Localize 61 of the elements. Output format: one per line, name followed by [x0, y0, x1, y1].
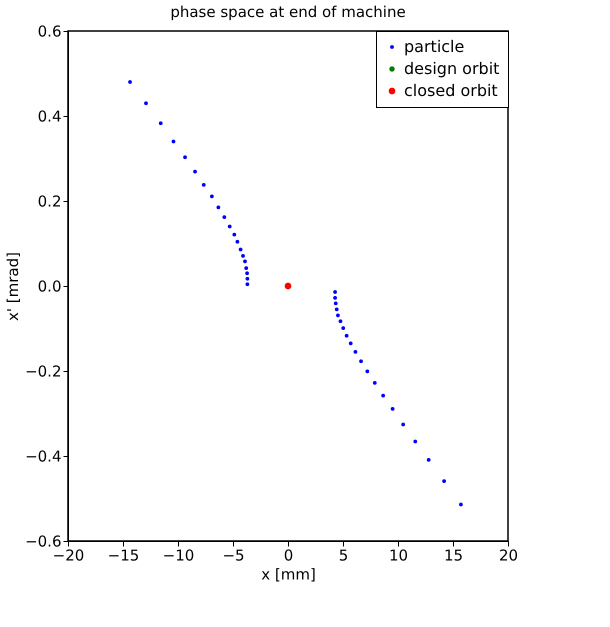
- point: [341, 326, 346, 330]
- point: [336, 313, 340, 318]
- point: [243, 259, 247, 264]
- y-tick-label: 0.0: [38, 278, 62, 296]
- point: [459, 502, 463, 506]
- x-tick-label: 15: [444, 546, 464, 564]
- legend-label: particle: [404, 37, 464, 56]
- point: [144, 101, 148, 106]
- point: [390, 406, 394, 411]
- point: [372, 381, 377, 385]
- legend-label: closed orbit: [404, 81, 498, 100]
- x-tick-label: 10: [388, 546, 408, 564]
- point: [128, 80, 132, 84]
- point: [172, 140, 176, 144]
- point: [284, 282, 292, 290]
- point: [228, 224, 232, 228]
- point: [241, 254, 245, 258]
- point: [202, 182, 206, 187]
- x-axis-title: x [mm]: [261, 566, 316, 584]
- point: [210, 194, 214, 198]
- x-tick-label: 20: [498, 546, 518, 564]
- point: [354, 350, 358, 354]
- point: [348, 342, 353, 346]
- point: [365, 370, 370, 374]
- point: [401, 422, 406, 426]
- point: [442, 479, 446, 483]
- x-tick-label: −10: [162, 546, 194, 564]
- point: [245, 271, 249, 276]
- x-tick-label: −15: [108, 546, 140, 564]
- point: [232, 232, 236, 236]
- point: [183, 155, 187, 160]
- x-tick-label: 5: [338, 546, 348, 564]
- point: [238, 248, 242, 252]
- point: [244, 266, 248, 270]
- y-tick-label: 0.6: [38, 22, 62, 40]
- point: [246, 276, 250, 281]
- point: [426, 458, 431, 462]
- point: [236, 240, 240, 244]
- x-tick-label: 0: [284, 546, 294, 564]
- point: [344, 334, 348, 338]
- chart-title: phase space at end of machine: [170, 3, 406, 21]
- point: [246, 282, 250, 286]
- y-axis-title: x' [mrad]: [4, 252, 22, 321]
- point: [381, 394, 386, 398]
- point: [193, 170, 197, 174]
- point: [158, 121, 163, 126]
- y-tick-label: −0.2: [25, 362, 62, 380]
- legend-label: design orbit: [404, 59, 500, 78]
- point: [216, 206, 220, 210]
- point: [222, 215, 226, 220]
- x-tick-label: −5: [222, 546, 245, 564]
- point: [359, 359, 363, 364]
- point: [333, 296, 337, 300]
- y-tick-label: −0.4: [25, 448, 62, 466]
- point: [334, 308, 339, 312]
- point: [338, 319, 342, 324]
- point: [333, 290, 337, 294]
- y-tick-label: 0.4: [38, 108, 62, 126]
- point: [413, 440, 418, 444]
- point: [334, 302, 338, 306]
- y-tick-label: 0.2: [38, 192, 62, 210]
